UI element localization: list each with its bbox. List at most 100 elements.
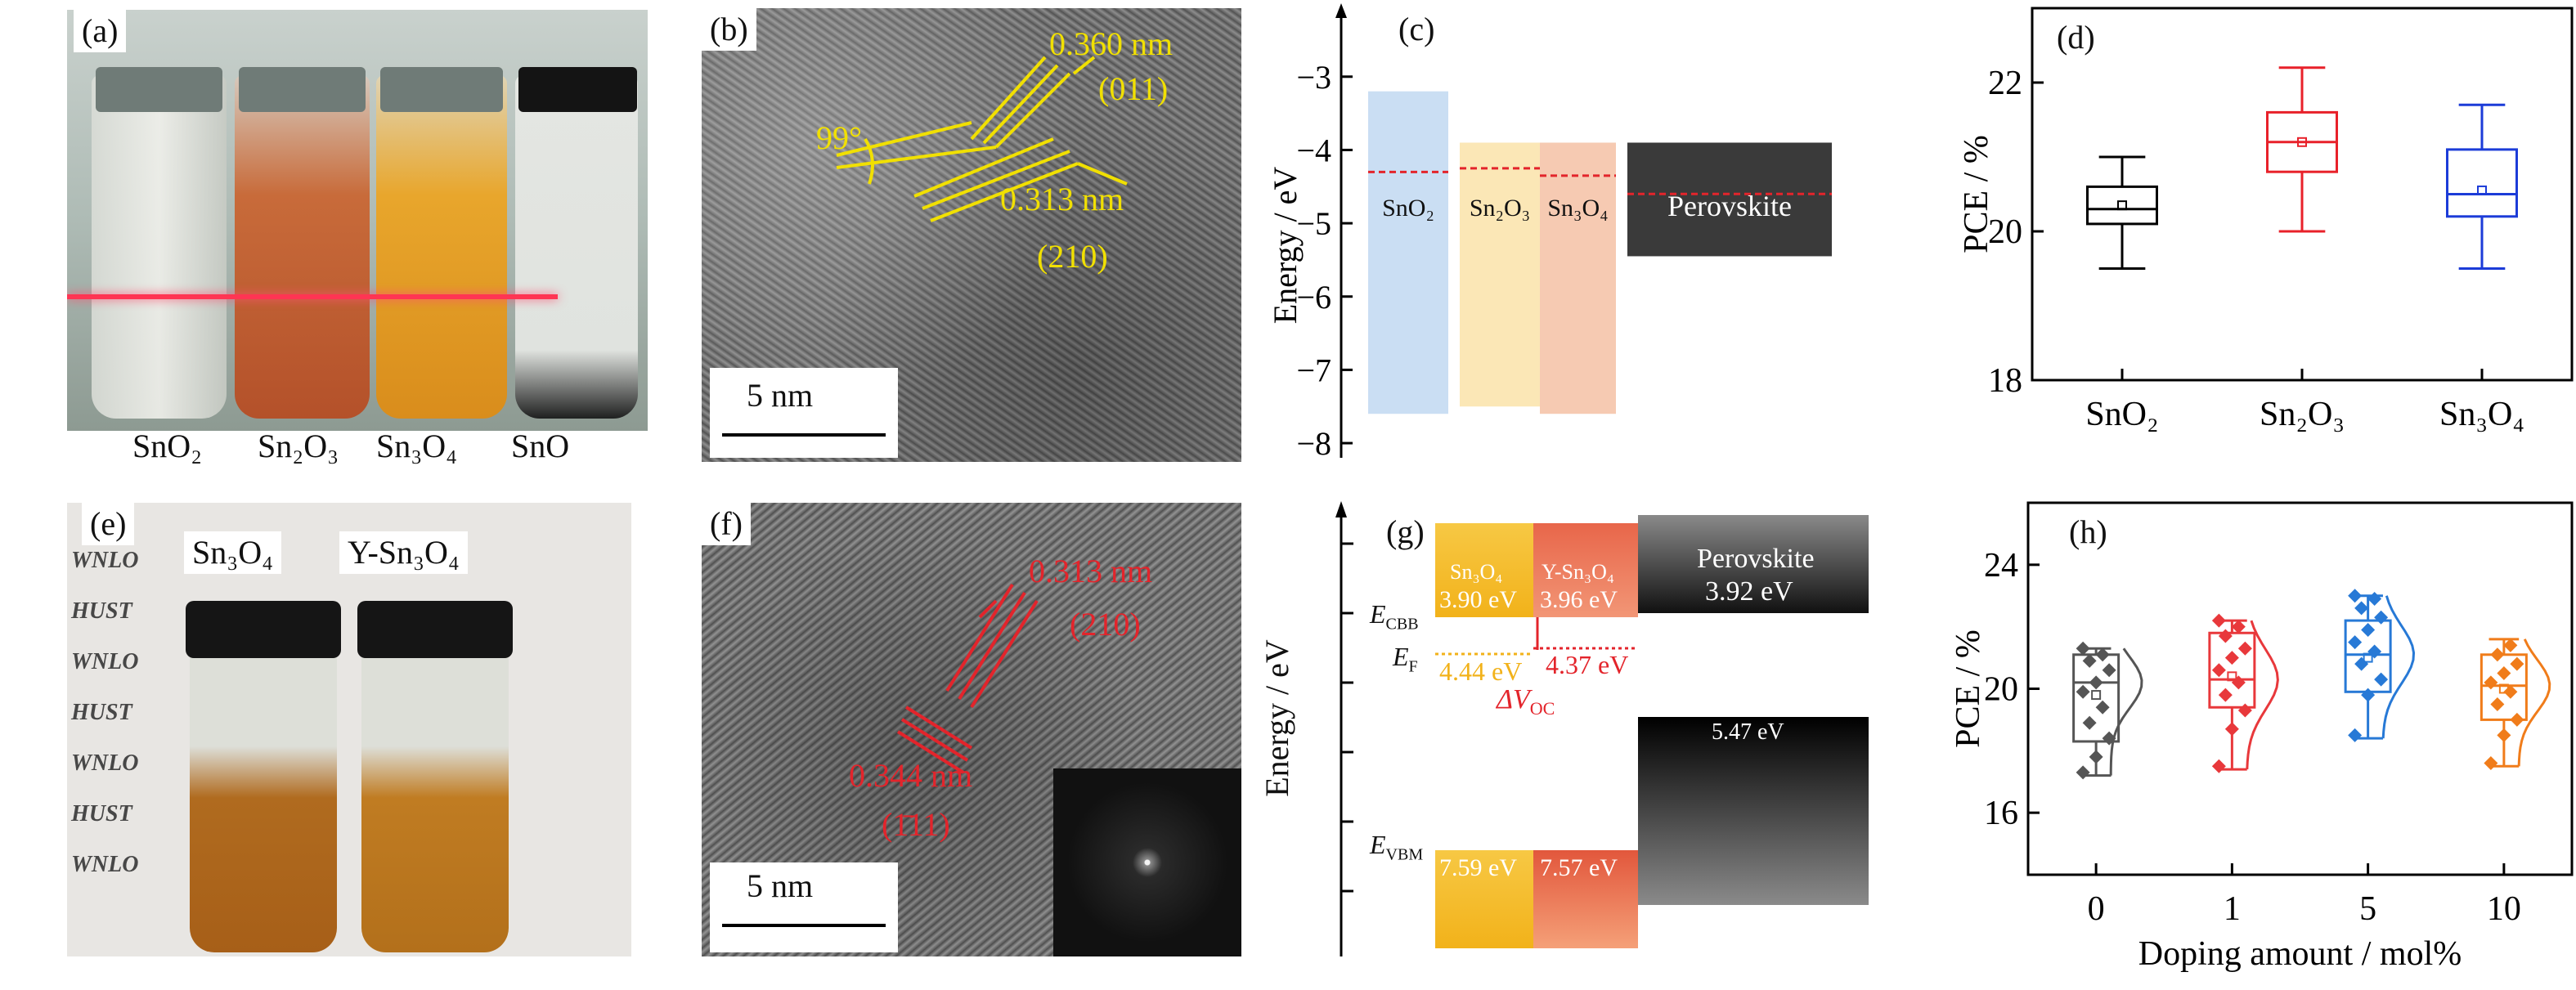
vial-sn3o4 — [190, 609, 337, 952]
y-tick-label: 22 — [1988, 65, 2022, 102]
value-label: 4.37 eV — [1546, 650, 1629, 679]
panel-label: (b) — [702, 8, 756, 51]
y-tick-label: −8 — [1296, 425, 1331, 462]
band-label: Sn₂O₃ — [1470, 195, 1530, 222]
panel-c: −3 −4 −5 −6 −7 −8 Energy / eV SnO₂ Sn₂O₃ Sn₃O₄ Per… — [1263, 0, 1885, 478]
band-bar — [1460, 142, 1540, 407]
y-axis-label: Energy / eV — [1258, 639, 1295, 797]
cap — [380, 67, 503, 112]
panel-label: (f) — [702, 503, 751, 545]
vial-tag: Y-Sn₃O₄ — [339, 531, 468, 574]
data-point — [2231, 620, 2246, 634]
data-point — [2348, 589, 2363, 603]
scale-bar-label: 5 nm — [747, 377, 814, 414]
cap — [186, 601, 341, 658]
y-tick-label: 16 — [1984, 795, 2018, 832]
angle-label: 99° — [816, 119, 862, 156]
value-label: 5.47 eV — [1712, 719, 1784, 745]
plane-label: (210) — [1070, 606, 1141, 643]
vials-photo — [67, 10, 648, 431]
data-point — [2497, 728, 2511, 742]
data-point — [2076, 641, 2090, 656]
data-point — [2211, 663, 2226, 678]
data-point — [2082, 653, 2097, 668]
x-tick-label: Sn₂O₃ — [2260, 396, 2345, 433]
mean-marker — [2117, 200, 2127, 211]
energy-diagram — [1335, 501, 1869, 956]
layer-label: Sn₃O₄ — [1450, 560, 1503, 584]
data-point — [2354, 601, 2369, 616]
delta-voc-label: ΔVOC — [1497, 684, 1555, 719]
value-label: 7.59 eV — [1439, 854, 1517, 881]
density-curve — [2381, 595, 2416, 739]
vial-sno — [515, 75, 638, 419]
vbm-label: EVBM — [1370, 830, 1424, 864]
vial-sn2o3 — [235, 75, 370, 419]
laser-beam — [67, 294, 558, 299]
mean-marker — [2477, 185, 2487, 195]
caption-sno: SnO — [511, 428, 570, 464]
panel-a: (a) SnO₂ Sn₂O₃ Sn₃O₄ SnO — [65, 10, 654, 484]
panel-label: (h) — [2069, 513, 2107, 550]
lattice-overlay — [896, 583, 1039, 774]
mean-marker — [2227, 671, 2237, 682]
panel-label: (a) — [74, 10, 127, 52]
plane-label: (1̄11) — [882, 806, 950, 843]
fermi-label: EF — [1393, 642, 1418, 676]
panel-label: (e) — [82, 503, 135, 545]
d-spacing-label: 0.344 nm — [849, 757, 973, 794]
band-label: Perovskite — [1667, 190, 1792, 222]
plane-label: (210) — [1037, 238, 1108, 275]
vial-sno2 — [92, 75, 227, 419]
panel-label: (d) — [2049, 16, 2103, 59]
d-spacing-label: 0.313 nm — [1000, 181, 1124, 217]
x-tick-label: 0 — [2088, 890, 2105, 928]
data-point — [2211, 613, 2226, 628]
panel-d: 18 20 22 PCE / % SnO₂ Sn₂O₃ Sn₃O₄ (d) — [1938, 0, 2576, 478]
caption-sno2: SnO₂ — [132, 428, 203, 464]
x-tick-label: 1 — [2224, 890, 2241, 928]
y-tick-label: 24 — [1984, 547, 2018, 585]
data-point — [2348, 728, 2363, 742]
density-curve — [2246, 620, 2279, 770]
bg-text: WNLO HUST WNLO HUST WNLO HUST WNLO — [71, 548, 139, 877]
cbb-label: ECBB — [1370, 599, 1419, 634]
data-point — [2367, 592, 2382, 607]
data-point — [2503, 638, 2518, 652]
band-label: SnO₂ — [1382, 195, 1434, 222]
chart-pce-doping: 16 20 24 PCE / % 0 1 5 10 Doping amount / mol% — [1950, 501, 2574, 973]
band-bar — [1540, 142, 1616, 414]
d-spacing-label: 0.360 nm — [1049, 25, 1174, 62]
panel-b: (b) 0.360 nm (011) 99° 0.313 nm (210) 5 … — [702, 8, 1241, 466]
data-point — [2095, 700, 2110, 715]
fft-inset — [1053, 768, 1241, 956]
value-label: 4.44 eV — [1439, 656, 1523, 686]
panel-f: (f) 0.313 nm (210) 0.344 nm (1̄11) 5 nm — [702, 503, 1241, 961]
y-tick-label: 18 — [1988, 362, 2022, 400]
scale-bar — [722, 433, 886, 437]
value-label: 7.57 eV — [1540, 854, 1618, 881]
vial-sn3o4 — [376, 75, 507, 419]
cap — [357, 601, 513, 658]
density-curve — [2109, 647, 2143, 776]
x-tick-label: Sn₃O₄ — [2439, 396, 2524, 433]
cap — [96, 67, 222, 112]
value-label: 3.92 eV — [1705, 576, 1793, 607]
data-point — [2348, 635, 2363, 650]
y-tick-label: 20 — [1988, 213, 2022, 251]
y-tick-label: −4 — [1296, 132, 1331, 168]
caption-sn2o3: Sn₂O₃ — [258, 428, 339, 464]
data-point — [2211, 759, 2226, 773]
y-tick-label: 20 — [1984, 671, 2018, 709]
mean-marker — [2363, 652, 2373, 663]
data-point — [2367, 644, 2382, 659]
x-tick-label: SnO₂ — [2085, 396, 2158, 433]
y-tick-label: −6 — [1296, 279, 1331, 316]
cap — [518, 67, 637, 112]
data-point — [2484, 756, 2498, 770]
cap — [239, 67, 366, 112]
scale-bar — [722, 924, 886, 927]
x-axis-label: Doping amount / mol% — [2138, 935, 2462, 973]
y-axis-label: PCE / % — [1950, 629, 1987, 748]
layer-label: Perovskite — [1697, 544, 1815, 574]
